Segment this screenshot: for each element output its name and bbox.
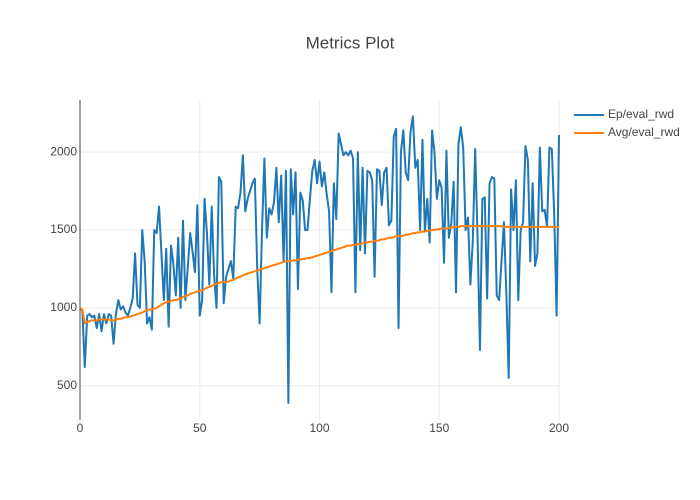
series-line bbox=[79, 225, 559, 325]
y-tick-label: 2000 bbox=[50, 144, 77, 158]
legend-label: Ep/eval_rwd bbox=[608, 107, 674, 121]
x-tick-label: 100 bbox=[309, 421, 329, 435]
x-tick-label: 0 bbox=[77, 421, 84, 435]
legend-label: Avg/eval_rwd bbox=[608, 125, 680, 139]
chart-title: Metrics Plot bbox=[306, 33, 395, 52]
series-line bbox=[79, 115, 560, 404]
x-tick-label: 50 bbox=[193, 421, 207, 435]
x-tick-label: 200 bbox=[549, 421, 569, 435]
y-tick-label: 1000 bbox=[50, 300, 77, 314]
x-tick-label: 150 bbox=[429, 421, 449, 435]
y-tick-label: 500 bbox=[57, 378, 77, 392]
y-tick-label: 1500 bbox=[50, 222, 77, 236]
